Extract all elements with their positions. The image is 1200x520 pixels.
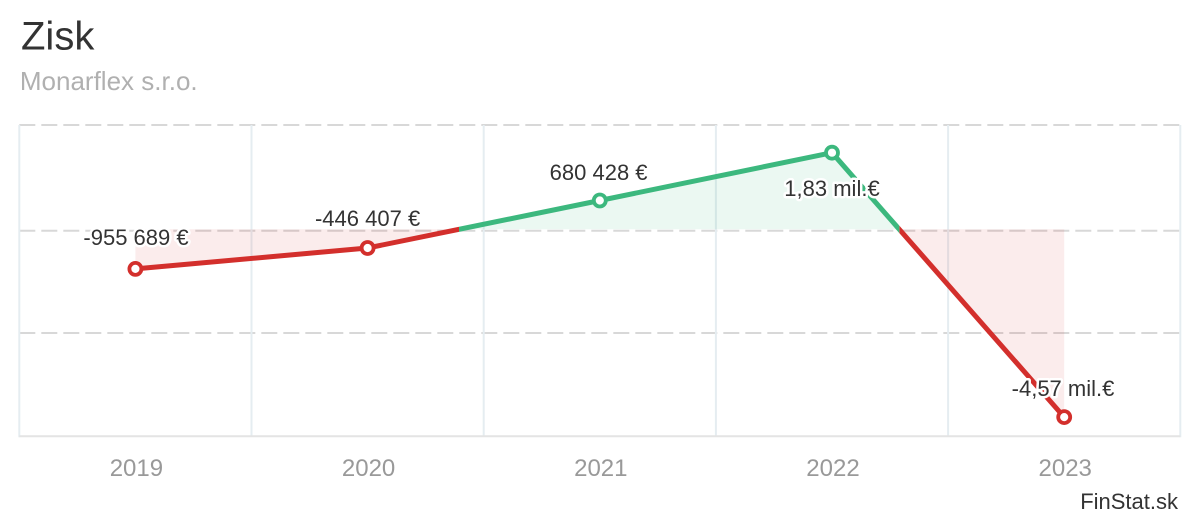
svg-text:Zisk: Zisk	[21, 14, 95, 58]
svg-text:1,83 mil.€: 1,83 mil.€	[784, 176, 879, 201]
svg-text:2022: 2022	[806, 455, 859, 482]
svg-text:2023: 2023	[1039, 455, 1092, 482]
svg-text:FinStat.sk: FinStat.sk	[1080, 489, 1179, 514]
svg-text:Monarflex s.r.o.: Monarflex s.r.o.	[20, 66, 198, 96]
svg-text:-446 407 €: -446 407 €	[315, 206, 420, 231]
svg-text:-4,57 mil.€: -4,57 mil.€	[1012, 376, 1115, 401]
svg-text:2021: 2021	[574, 455, 627, 482]
svg-text:680 428 €: 680 428 €	[550, 160, 648, 185]
svg-text:2019: 2019	[110, 455, 163, 482]
svg-text:-955 689 €: -955 689 €	[83, 225, 188, 250]
svg-text:2020: 2020	[342, 455, 395, 482]
